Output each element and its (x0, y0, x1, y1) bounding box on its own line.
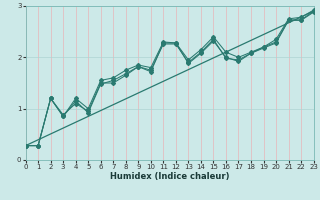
X-axis label: Humidex (Indice chaleur): Humidex (Indice chaleur) (110, 172, 229, 181)
